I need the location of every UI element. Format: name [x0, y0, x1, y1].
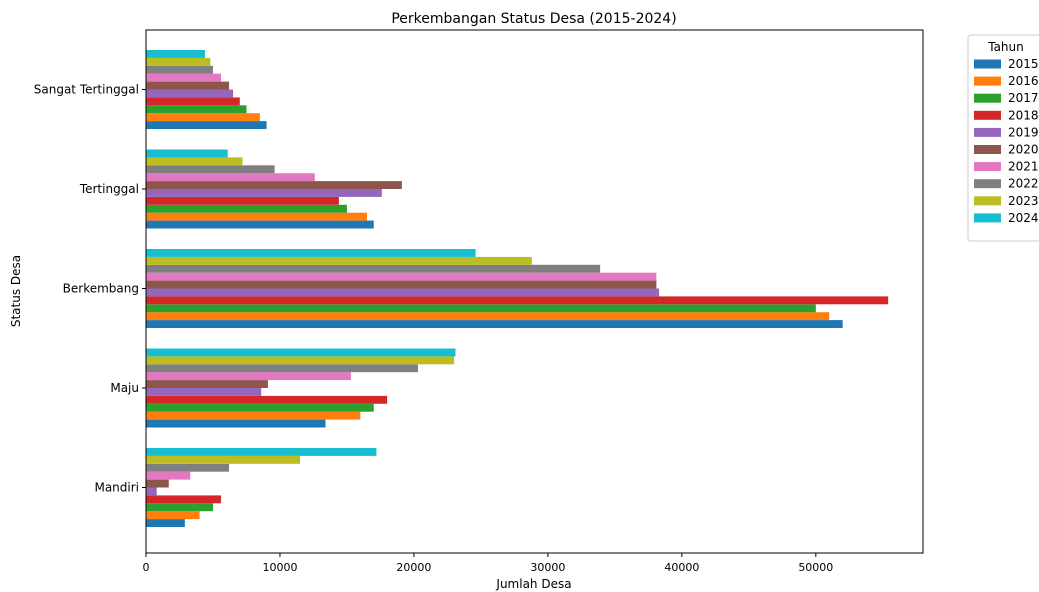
bar-maju-2024 — [146, 348, 456, 357]
legend-swatch-2017 — [974, 93, 1001, 103]
legend-label-2023: 2023 — [1008, 194, 1039, 208]
y-tick-label: Mandiri — [94, 481, 139, 495]
y-tick-label: Sangat Tertinggal — [34, 83, 139, 97]
legend: Tahun 2015201620172018201920202021202220… — [967, 34, 1039, 242]
legend-swatch-2020 — [974, 145, 1001, 154]
bar-sangat-tertinggal-2018 — [146, 97, 240, 106]
y-tick-label: Berkembang — [63, 282, 139, 296]
x-tick-label: 10000 — [262, 561, 297, 574]
bar-mandiri-2023 — [146, 455, 301, 464]
bar-berkembang-2024 — [146, 249, 476, 257]
x-axis-ticks: 0 10000 20000 30000 40000 50000 — [143, 553, 833, 574]
bar-mandiri-2015 — [146, 519, 185, 527]
bar-tertinggal-2023 — [146, 157, 243, 166]
legend-items: 2015 2016 2017 2018 2019 2020 2021 2022 2023 2024 — [974, 57, 1039, 225]
legend-label-2019: 2019 — [1008, 125, 1039, 139]
bar-mandiri-2020 — [146, 479, 169, 488]
bar-sangat-tertinggal-2022 — [146, 65, 213, 74]
bar-tertinggal-2021 — [146, 173, 315, 182]
bar-sangat-tertinggal-2019 — [146, 89, 234, 98]
bar-berkembang-2016 — [146, 312, 830, 321]
bar-tertinggal-2024 — [146, 149, 228, 158]
x-tick-label: 20000 — [396, 561, 431, 574]
bars-group — [146, 50, 889, 527]
bar-maju-2023 — [146, 356, 455, 365]
bar-sangat-tertinggal-2021 — [146, 73, 222, 82]
legend-swatch-2016 — [974, 76, 1001, 86]
bar-berkembang-2022 — [146, 264, 601, 273]
bar-tertinggal-2019 — [146, 189, 382, 197]
bar-tertinggal-2022 — [146, 165, 275, 174]
y-axis-ticks: Mandiri Maju Berkembang Tertinggal Sangat Te… — [34, 83, 146, 495]
x-axis-label: Jumlah Desa — [495, 577, 571, 591]
x-tick-label: 40000 — [664, 561, 699, 574]
bar-maju-2018 — [146, 395, 388, 404]
bar-tertinggal-2020 — [146, 181, 402, 189]
bar-mandiri-2021 — [146, 471, 191, 480]
legend-swatch-2023 — [974, 196, 1001, 206]
x-tick-label: 30000 — [530, 561, 565, 574]
bar-berkembang-2015 — [146, 320, 843, 328]
plot-area-frame — [145, 29, 924, 554]
legend-frame — [967, 34, 1039, 242]
bar-maju-2015 — [146, 419, 326, 428]
bar-berkembang-2019 — [146, 288, 660, 297]
legend-swatch-2022 — [974, 179, 1001, 189]
legend-label-2020: 2020 — [1008, 143, 1039, 157]
bar-tertinggal-2017 — [146, 204, 347, 213]
y-axis-label: Status Desa — [9, 255, 23, 327]
bar-maju-2021 — [146, 372, 351, 381]
bar-sangat-tertinggal-2017 — [146, 105, 247, 114]
bar-mandiri-2017 — [146, 503, 213, 512]
bar-sangat-tertinggal-2016 — [146, 113, 260, 122]
bar-tertinggal-2015 — [146, 220, 374, 229]
legend-label-2021: 2021 — [1008, 160, 1039, 174]
legend-swatch-2019 — [974, 127, 1001, 137]
x-tick-label: 0 — [143, 561, 150, 574]
bar-tertinggal-2016 — [146, 212, 368, 221]
legend-label-2022: 2022 — [1008, 177, 1039, 191]
legend-label-2017: 2017 — [1008, 91, 1039, 105]
bar-berkembang-2021 — [146, 272, 657, 281]
legend-swatch-2015 — [974, 59, 1001, 69]
bar-maju-2019 — [146, 388, 262, 396]
chart-title: Perkembangan Status Desa (2015-2024) — [391, 11, 676, 27]
legend-label-2015: 2015 — [1008, 57, 1039, 71]
bar-mandiri-2016 — [146, 511, 200, 520]
bar-maju-2022 — [146, 364, 418, 373]
bar-berkembang-2017 — [146, 304, 816, 313]
bar-berkembang-2020 — [146, 280, 657, 289]
bar-mandiri-2022 — [146, 463, 230, 472]
bar-tertinggal-2018 — [146, 196, 339, 205]
y-tick-label: Tertinggal — [79, 182, 139, 196]
legend-swatch-2018 — [974, 110, 1001, 120]
legend-label-2024: 2024 — [1008, 211, 1039, 225]
bar-sangat-tertinggal-2015 — [146, 121, 267, 129]
legend-label-2016: 2016 — [1008, 74, 1039, 88]
y-tick-label: Maju — [110, 381, 139, 395]
bar-berkembang-2018 — [146, 296, 889, 305]
legend-label-2018: 2018 — [1008, 108, 1039, 122]
x-tick-label: 50000 — [798, 561, 833, 574]
bar-sangat-tertinggal-2024 — [146, 50, 205, 58]
bar-maju-2020 — [146, 380, 268, 388]
bar-mandiri-2018 — [146, 495, 222, 504]
bar-maju-2017 — [146, 403, 374, 412]
bar-mandiri-2019 — [146, 487, 157, 496]
bar-berkembang-2023 — [146, 256, 532, 265]
legend-swatch-2024 — [974, 213, 1001, 223]
legend-title: Tahun — [987, 40, 1024, 54]
bar-sangat-tertinggal-2023 — [146, 57, 211, 66]
bar-mandiri-2024 — [146, 448, 377, 456]
bar-sangat-tertinggal-2020 — [146, 81, 230, 90]
bar-maju-2016 — [146, 411, 361, 420]
legend-swatch-2021 — [974, 162, 1001, 172]
